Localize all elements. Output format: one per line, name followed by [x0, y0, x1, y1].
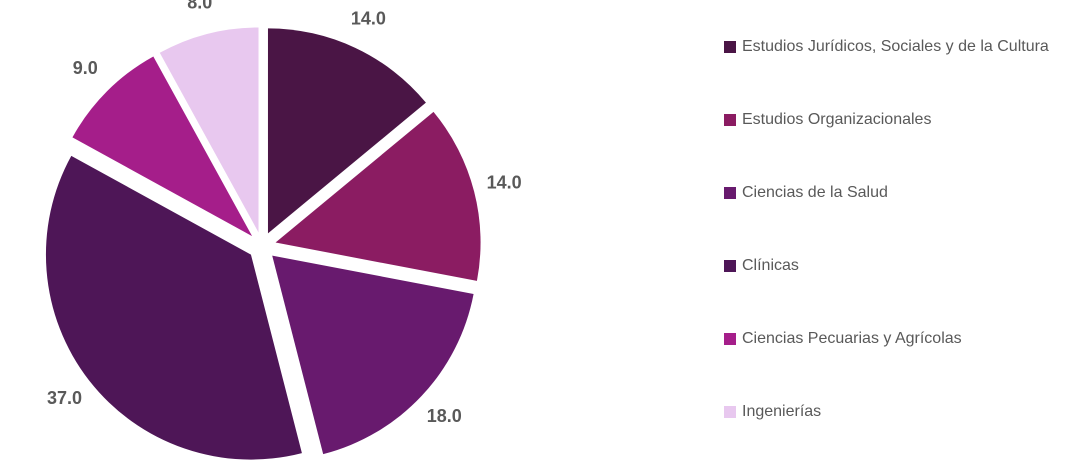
pie-slice: [45, 155, 302, 460]
legend-label: Ciencias Pecuarias y Agrícolas: [742, 330, 962, 347]
pie-slice: [267, 28, 426, 234]
data-label: 9.0: [73, 58, 98, 78]
chart: 14.0 14.0 18.0 37.0 9.0 8.0: [45, 0, 522, 460]
legend-label: Estudios Jurídicos, Sociales y de la Cul…: [742, 38, 1049, 55]
legend-swatch: [724, 187, 736, 199]
legend-item: Ciencias de la Salud: [724, 182, 1054, 255]
legend-swatch: [724, 114, 736, 126]
legend-item: Clínicas: [724, 255, 1054, 328]
legend-label: Clínicas: [742, 257, 799, 274]
legend-label: Ciencias de la Salud: [742, 184, 888, 201]
legend-swatch: [724, 41, 736, 53]
legend-item: Estudios Jurídicos, Sociales y de la Cul…: [724, 36, 1054, 109]
legend: Estudios Jurídicos, Sociales y de la Cul…: [724, 36, 1054, 474]
data-label: 14.0: [487, 173, 522, 193]
legend-swatch: [724, 333, 736, 345]
legend-item: Estudios Organizacionales: [724, 109, 1054, 182]
pie-slice: [272, 255, 474, 455]
data-label: 18.0: [427, 406, 462, 426]
data-label: 8.0: [187, 0, 212, 13]
data-label: 14.0: [351, 9, 386, 29]
data-label: 37.0: [47, 388, 82, 408]
legend-swatch: [724, 406, 736, 418]
legend-item: Ciencias Pecuarias y Agrícolas: [724, 328, 1054, 401]
legend-swatch: [724, 260, 736, 272]
pie-slice: [159, 27, 259, 233]
legend-item: Ingenierías: [724, 401, 1054, 474]
pie-slice: [275, 111, 481, 281]
legend-label: Estudios Organizacionales: [742, 111, 932, 128]
legend-label: Ingenierías: [742, 403, 822, 420]
pie-slice: [72, 56, 253, 237]
page: {"chart_data": {"type": "pie", "categori…: [45, 0, 1049, 460]
